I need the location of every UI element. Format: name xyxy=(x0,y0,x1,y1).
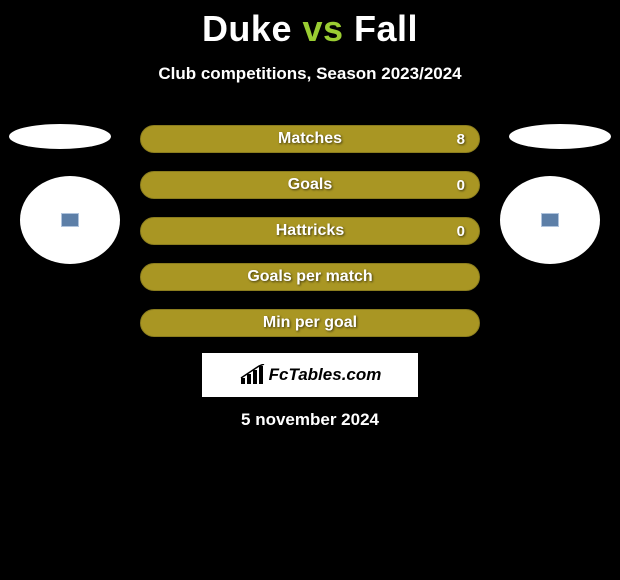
stat-row-hattricks: Hattricks 0 xyxy=(140,217,480,245)
stat-row-min-per-goal: Min per goal xyxy=(140,309,480,337)
avatar-placeholder-icon xyxy=(541,213,559,227)
date-label: 5 november 2024 xyxy=(0,410,620,430)
stat-value-right: 0 xyxy=(457,177,465,194)
stat-row-goals: Goals 0 xyxy=(140,171,480,199)
brand-chart-icon xyxy=(239,364,265,386)
stat-label: Hattricks xyxy=(141,222,479,240)
page-title: Duke vs Fall xyxy=(0,0,620,50)
decor-ellipse-left xyxy=(9,124,111,149)
brand-text: FcTables.com xyxy=(269,365,382,385)
stat-value-right: 0 xyxy=(457,223,465,240)
stat-value-right: 8 xyxy=(457,131,465,148)
stats-table: Matches 8 Goals 0 Hattricks 0 Goals per … xyxy=(140,125,480,355)
stat-label: Min per goal xyxy=(141,314,479,332)
stat-label: Goals xyxy=(141,176,479,194)
vs-text: vs xyxy=(302,8,343,49)
decor-ellipse-right xyxy=(509,124,611,149)
comparison-card: Duke vs Fall Club competitions, Season 2… xyxy=(0,0,620,580)
stat-label: Goals per match xyxy=(141,268,479,286)
player2-avatar-disc xyxy=(500,176,600,264)
player1-avatar-disc xyxy=(20,176,120,264)
stat-label: Matches xyxy=(141,130,479,148)
stat-row-matches: Matches 8 xyxy=(140,125,480,153)
stat-row-goals-per-match: Goals per match xyxy=(140,263,480,291)
brand-badge: FcTables.com xyxy=(202,353,418,397)
avatar-placeholder-icon xyxy=(61,213,79,227)
subtitle: Club competitions, Season 2023/2024 xyxy=(0,64,620,84)
player1-name: Duke xyxy=(202,8,292,49)
player2-name: Fall xyxy=(354,8,418,49)
